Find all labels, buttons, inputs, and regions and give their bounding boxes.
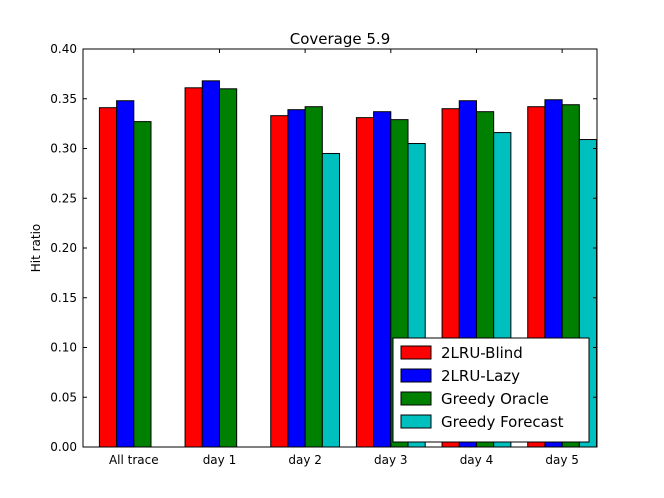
- y-tick-label-1: 0.05: [50, 390, 77, 404]
- y-tick-label-3: 0.15: [50, 291, 77, 305]
- legend-swatch-1: [400, 368, 432, 383]
- bar-3-2: [321, 152, 341, 448]
- x-tick-label-1: day 1: [203, 453, 237, 467]
- y-tick-label-6: 0.30: [50, 142, 77, 156]
- bar-2-1: [218, 88, 238, 448]
- legend-label-1: 2LRU-Lazy: [441, 367, 520, 385]
- bar-2-2: [304, 106, 323, 448]
- bar-1-0: [116, 100, 135, 448]
- legend-label-0: 2LRU-Blind: [441, 344, 523, 362]
- x-tick-label-0: All trace: [109, 453, 159, 467]
- x-tick-label-3: day 3: [374, 453, 408, 467]
- bar-1-3: [373, 111, 392, 448]
- y-tick-label-4: 0.20: [50, 241, 77, 255]
- legend-swatch-0: [400, 345, 432, 360]
- bar-1-2: [287, 109, 306, 448]
- legend: 2LRU-Blind 2LRU-Lazy Greedy Oracle Greedy F…: [392, 337, 590, 443]
- x-tick-label-4: day 4: [460, 453, 494, 467]
- y-tick-label-5: 0.25: [50, 191, 77, 205]
- bar-0-2: [270, 115, 289, 448]
- bar-1-1: [201, 80, 220, 448]
- legend-label-3: Greedy Forecast: [441, 413, 564, 431]
- x-tick-label-2: day 2: [288, 453, 322, 467]
- y-axis-label: Hit ratio: [29, 224, 43, 273]
- y-tick-label-8: 0.40: [50, 42, 77, 56]
- y-tick-label-7: 0.35: [50, 92, 77, 106]
- legend-swatch-3: [400, 414, 432, 429]
- bars-group: [98, 80, 598, 448]
- bar-0-1: [184, 87, 203, 448]
- legend-label-2: Greedy Oracle: [441, 390, 549, 408]
- bar-0-0: [98, 107, 118, 448]
- chart-title: Coverage 5.9: [290, 30, 391, 48]
- bar-2-0: [133, 121, 152, 448]
- y-tick-label-0: 0.00: [50, 440, 77, 454]
- axes-group: 0.00 0.05 0.10 0.15 0.20 0.25 0.30 0.35 0.40 All …: [50, 42, 598, 467]
- y-tick-label-2: 0.10: [50, 341, 77, 355]
- legend-swatch-2: [400, 391, 432, 406]
- x-tick-label-5: day 5: [545, 453, 579, 467]
- bar-0-3: [355, 117, 375, 448]
